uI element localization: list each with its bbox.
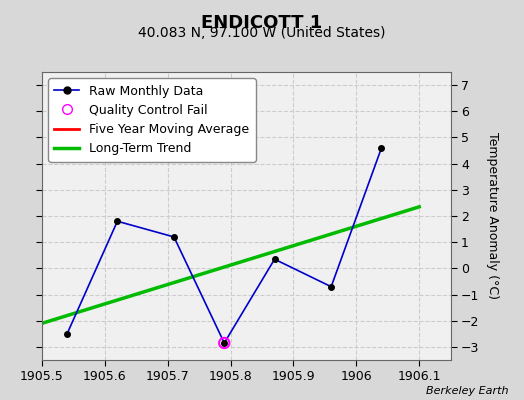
Point	[220, 340, 228, 346]
Text: 40.083 N, 97.100 W (United States): 40.083 N, 97.100 W (United States)	[138, 26, 386, 40]
Text: ENDICOTT 1: ENDICOTT 1	[201, 14, 323, 32]
Legend: Raw Monthly Data, Quality Control Fail, Five Year Moving Average, Long-Term Tren: Raw Monthly Data, Quality Control Fail, …	[48, 78, 256, 162]
Text: Berkeley Earth: Berkeley Earth	[426, 386, 508, 396]
Y-axis label: Temperature Anomaly (°C): Temperature Anomaly (°C)	[486, 132, 499, 300]
